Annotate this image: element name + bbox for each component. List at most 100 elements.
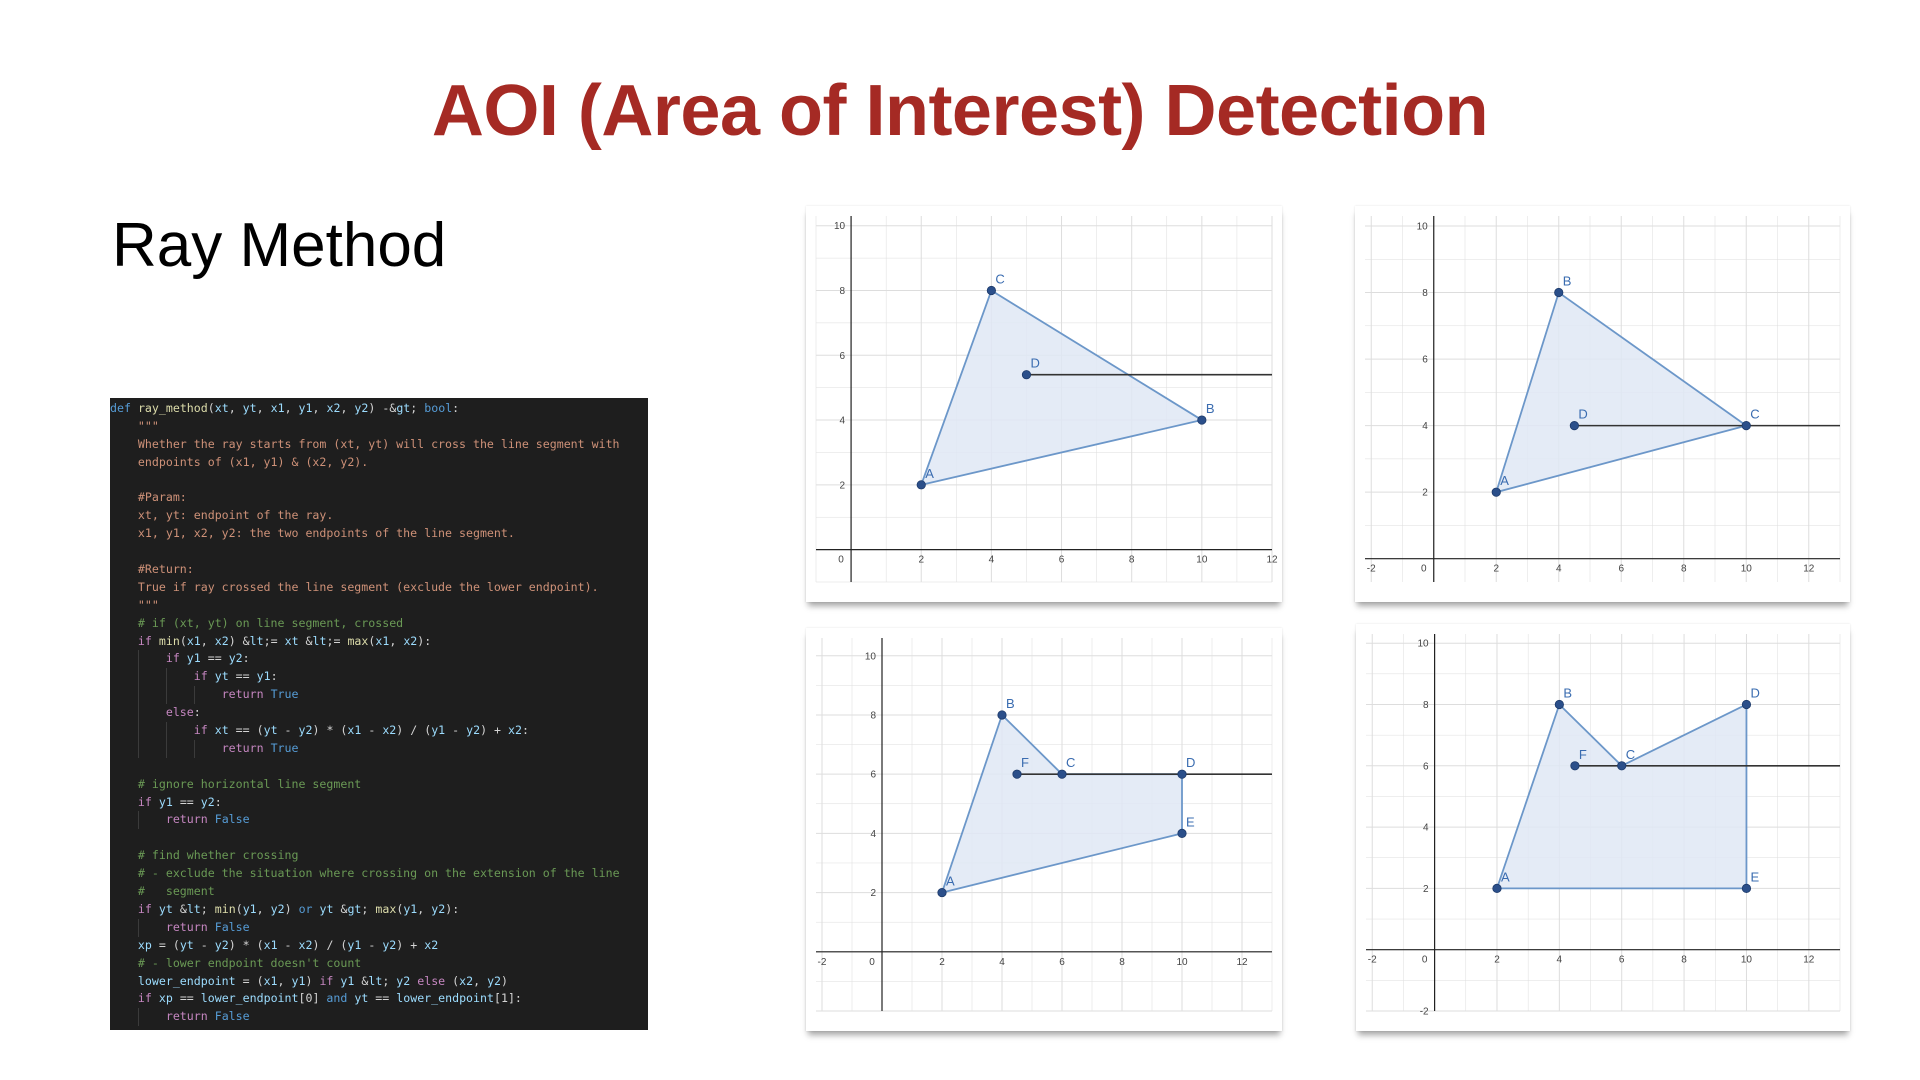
point-label-d: D xyxy=(1030,356,1039,371)
y-tick-label: 6 xyxy=(1422,355,1428,366)
x-tick-label: 4 xyxy=(1557,955,1563,966)
point-e xyxy=(1741,883,1752,893)
code-line: xp = (yt - y2) * (x1 - x2) / (y1 - y2) +… xyxy=(137,937,439,952)
code-line: x1, y1, x2, y2: the two endpoints of the… xyxy=(110,526,515,541)
code-line: if xp == lower_endpoint[0] and yt == low… xyxy=(137,991,522,1006)
point-c xyxy=(1057,769,1067,779)
y-tick-label: 2 xyxy=(1422,488,1428,499)
y-tick-label: 4 xyxy=(1423,823,1429,834)
x-tick-label: 0 xyxy=(869,957,875,968)
x-tick-label: 2 xyxy=(918,555,924,566)
code-line: # ignore horizontal line segment xyxy=(137,776,362,791)
code-line: xt, yt: endpoint of the ray. xyxy=(110,508,334,523)
chart-svg: -2 0 2 4 6 8 10 12 -2 2 4 6 8 10 A B F C D E xyxy=(1366,634,1841,1018)
indent-guide xyxy=(137,704,139,723)
x-tick-label: 12 xyxy=(1803,955,1815,966)
x-tick-label: 2 xyxy=(1493,564,1499,575)
indent-guide xyxy=(137,1008,139,1027)
indent-guide xyxy=(165,722,167,740)
code-line: if xt == (yt - y2) * (x1 - x2) / (y1 - y… xyxy=(110,722,648,740)
code-line xyxy=(110,472,648,490)
point-label-c: C xyxy=(1066,755,1075,770)
x-tick-label: 2 xyxy=(1494,955,1500,966)
y-tick-label: 2 xyxy=(1423,884,1429,895)
code-line: return False xyxy=(110,811,648,830)
y-tick-label: 4 xyxy=(840,416,846,427)
x-tick-label: 6 xyxy=(1059,957,1065,968)
code-line: # find whether crossing xyxy=(137,848,299,863)
code-line: """ xyxy=(110,597,159,612)
y-tick-label: 8 xyxy=(870,710,876,721)
code-line: if y1 == y2: xyxy=(110,650,648,669)
chart-pentagon-abcde-concave: -2 0 2 4 6 8 10 12 -2 2 4 6 8 10 A B F C D E xyxy=(1356,624,1850,1031)
point-c xyxy=(986,285,996,296)
x-tick-label: -2 xyxy=(1367,564,1376,575)
x-tick-label: 10 xyxy=(1741,564,1753,575)
x-tick-label: 12 xyxy=(1236,957,1248,968)
point-label-f: F xyxy=(1021,755,1029,770)
point-label-a: A xyxy=(946,874,955,889)
slide-title: AOI (Area of Interest) Detection xyxy=(431,71,1489,151)
x-tick-label: 4 xyxy=(989,555,995,566)
point-label-b: B xyxy=(1206,401,1215,416)
indent-guide xyxy=(193,686,195,705)
x-tick-label: 6 xyxy=(1619,955,1625,966)
y-tick-label: 2 xyxy=(840,480,846,491)
chart-svg: -2 0 2 4 6 8 10 12 2 4 6 8 10 A B F C D E xyxy=(816,638,1273,1012)
code-line: return False xyxy=(110,918,648,937)
y-tick-label: 8 xyxy=(840,286,846,297)
y-tick-label: 10 xyxy=(1417,639,1429,650)
code-line xyxy=(110,543,648,561)
code-line: def ray_method(xt, yt, x1, y1, x2, y2) -… xyxy=(110,401,460,415)
code-line: return True xyxy=(110,686,648,705)
point-f xyxy=(1570,761,1580,771)
x-tick-label: 0 xyxy=(1421,564,1427,575)
indent-guide xyxy=(137,918,139,937)
point-d xyxy=(1021,370,1032,380)
point-label-e: E xyxy=(1186,814,1195,829)
y-tick-label: 8 xyxy=(1423,700,1429,711)
x-tick-label: 10 xyxy=(1196,555,1208,566)
x-tick-label: 12 xyxy=(1803,564,1815,575)
x-tick-label: 12 xyxy=(1266,555,1278,566)
y-tick-label: 4 xyxy=(1422,421,1428,432)
chart-triangle-acb: 0 2 4 6 8 10 12 2 4 6 8 10 A C B D xyxy=(806,206,1282,602)
indent-guide xyxy=(137,739,139,758)
x-tick-label: -2 xyxy=(1368,955,1377,966)
indent-guide xyxy=(137,668,139,687)
code-line: Whether the ray starts from (xt, yt) wil… xyxy=(110,436,620,451)
point-label-b: B xyxy=(1563,274,1572,289)
indent-guide xyxy=(137,722,139,740)
y-tick-label: 6 xyxy=(840,351,846,362)
point-label-d: D xyxy=(1750,685,1759,700)
x-tick-label: 8 xyxy=(1129,555,1135,566)
y-tick-label: 6 xyxy=(1423,761,1429,772)
point-b xyxy=(997,710,1007,720)
point-label-e: E xyxy=(1750,869,1759,884)
x-tick-label: 0 xyxy=(1422,955,1428,966)
point-b xyxy=(1554,699,1564,710)
x-tick-label: 10 xyxy=(1176,957,1188,968)
y-tick-label: 10 xyxy=(1417,221,1429,232)
x-tick-label: 2 xyxy=(939,957,945,968)
y-tick-label: 10 xyxy=(834,221,846,232)
chart-triangle-abc: -2 0 2 4 6 8 10 12 2 4 6 8 10 A B C D xyxy=(1355,206,1850,602)
point-label-d: D xyxy=(1186,755,1195,770)
x-tick-label: 8 xyxy=(1119,957,1125,968)
code-line: #Return: xyxy=(110,562,194,577)
point-label-f: F xyxy=(1579,747,1587,762)
code-line: # - lower endpoint doesn't count xyxy=(137,955,362,970)
polygon-shape xyxy=(919,289,1205,487)
section-heading: Ray Method xyxy=(112,211,447,280)
y-tick-label: 6 xyxy=(870,770,876,781)
point-label-a: A xyxy=(1501,869,1510,884)
point-a xyxy=(937,887,947,898)
code-line: if min(x1, x2) &lt;= xt &lt;= max(x1, x2… xyxy=(137,633,432,648)
code-line: lower_endpoint = (x1, y1) if y1 &lt; y2 … xyxy=(137,973,509,988)
x-tick-label: -2 xyxy=(818,957,827,968)
point-b xyxy=(1197,415,1207,425)
point-label-a: A xyxy=(925,466,934,481)
y-tick-label: 2 xyxy=(870,888,876,899)
point-label-c: C xyxy=(995,271,1004,286)
x-tick-label: 4 xyxy=(1556,564,1562,575)
